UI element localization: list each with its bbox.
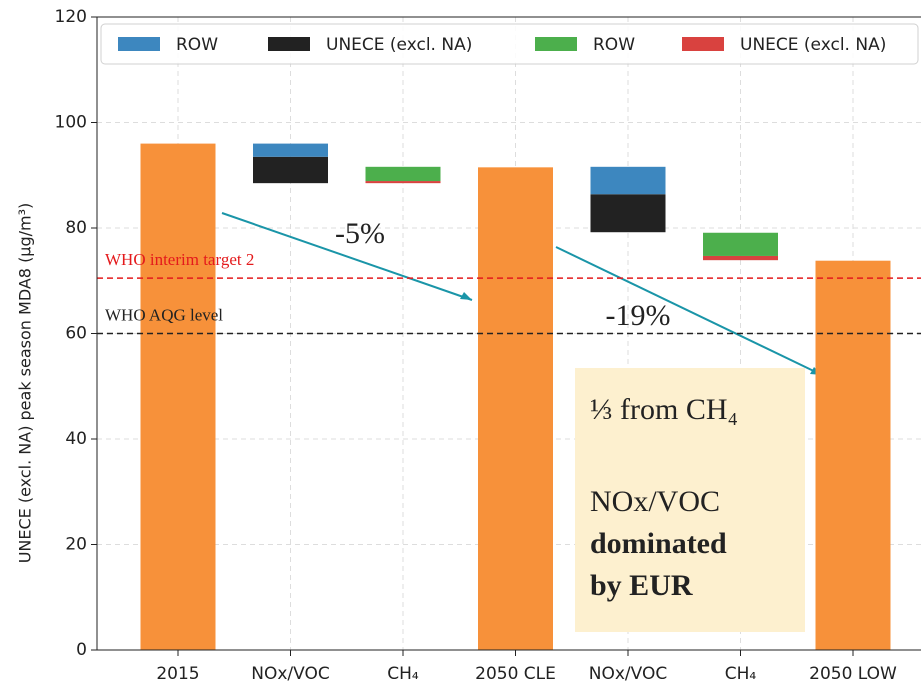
- total-bar: [140, 143, 216, 650]
- reference-label: WHO AQG level: [105, 305, 223, 324]
- step-segment: [253, 143, 328, 157]
- total-bar: [815, 260, 891, 650]
- legend-swatch: [268, 37, 310, 51]
- step-segment: [703, 255, 778, 261]
- annotation: -5%: [335, 217, 385, 250]
- annotation: -19%: [606, 299, 671, 332]
- y-tick-label: 100: [55, 113, 87, 133]
- legend-label: ROW: [593, 35, 635, 55]
- note-text: ⅓ from CH₄: [590, 393, 738, 426]
- x-tick-label: CH₄: [725, 664, 757, 684]
- legend-box: [100, 23, 919, 65]
- step-segment: [703, 232, 778, 256]
- legend-swatch: [535, 37, 577, 51]
- legend-label: ROW: [176, 35, 218, 55]
- y-tick-label: 40: [65, 429, 87, 449]
- step-segment: [590, 194, 666, 233]
- x-tick-label: NOx/VOC: [251, 664, 329, 684]
- step-segment: [365, 166, 441, 182]
- legend-swatch: [118, 37, 160, 51]
- x-tick-label: 2050 CLE: [475, 664, 556, 684]
- legend-label: UNECE (excl. NA): [326, 35, 472, 55]
- x-tick-label: CH₄: [387, 664, 419, 684]
- legend-swatch: [682, 37, 724, 51]
- note-text: NOx/VOC: [590, 485, 720, 518]
- total-bar: [478, 167, 553, 650]
- note-text: by EUR: [590, 569, 693, 602]
- note-box: [575, 368, 805, 632]
- y-tick-label: 80: [65, 218, 87, 238]
- arrow: [555, 246, 823, 376]
- x-tick-label: 2015: [156, 664, 199, 684]
- arrow-head: [460, 292, 472, 300]
- note-text: dominated: [590, 527, 727, 560]
- legend-label: UNECE (excl. NA): [740, 35, 886, 55]
- step-segment: [590, 166, 666, 195]
- step-segment: [253, 156, 328, 184]
- arrow: [221, 212, 473, 301]
- step-segment: [365, 181, 441, 184]
- y-tick-label: 120: [55, 7, 87, 27]
- x-tick-label: NOx/VOC: [589, 664, 667, 684]
- reference-label: WHO interim target 2: [105, 250, 254, 269]
- x-tick-label: 2050 LOW: [809, 664, 897, 684]
- y-tick-label: 0: [76, 640, 87, 660]
- y-axis-label: UNECE (excl. NA) peak season MDA8 (μg/m³…: [16, 203, 35, 564]
- y-tick-label: 60: [65, 324, 87, 344]
- y-tick-label: 20: [65, 535, 87, 555]
